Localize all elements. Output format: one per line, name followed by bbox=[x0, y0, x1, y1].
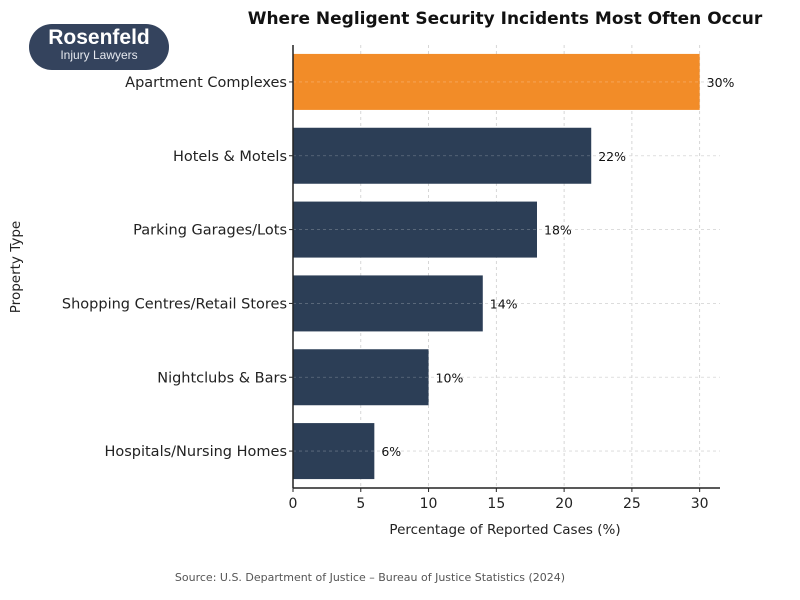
y-tick-label: Hotels & Motels bbox=[173, 149, 287, 165]
y-tick-label: Parking Garages/Lots bbox=[133, 223, 287, 239]
y-tick-label: Shopping Centres/Retail Stores bbox=[62, 296, 287, 312]
bar bbox=[293, 127, 592, 184]
y-tick-label: Hospitals/Nursing Homes bbox=[104, 444, 287, 460]
y-tick-label: Nightclubs & Bars bbox=[157, 370, 287, 386]
bar bbox=[293, 53, 700, 110]
x-tick-label: 25 bbox=[623, 496, 641, 512]
bar bbox=[293, 423, 375, 480]
x-tick-label: 15 bbox=[487, 496, 505, 512]
x-tick-label: 20 bbox=[555, 496, 573, 512]
data-label: 10% bbox=[436, 370, 464, 385]
bar bbox=[293, 349, 429, 406]
data-label: 14% bbox=[490, 296, 518, 311]
x-axis-label: Percentage of Reported Cases (%) bbox=[389, 522, 620, 538]
x-tick-label: 5 bbox=[356, 496, 365, 512]
rosenfeld-logo: Rosenfeld Injury Lawyers bbox=[29, 24, 169, 70]
logo-name: Rosenfeld bbox=[48, 26, 150, 49]
y-tick-label: Apartment Complexes bbox=[125, 75, 287, 91]
bar bbox=[293, 201, 537, 258]
chart-title: Where Negligent Security Incidents Most … bbox=[248, 9, 763, 29]
source-note: Source: U.S. Department of Justice – Bur… bbox=[175, 571, 565, 584]
x-tick-label: 0 bbox=[289, 496, 298, 512]
y-axis-label: Property Type bbox=[8, 221, 24, 313]
bar bbox=[293, 275, 483, 332]
x-tick-label: 10 bbox=[420, 496, 438, 512]
data-label: 6% bbox=[381, 444, 401, 459]
data-label: 18% bbox=[544, 223, 572, 238]
logo-tagline: Injury Lawyers bbox=[60, 48, 138, 62]
data-label: 30% bbox=[707, 75, 735, 90]
x-tick-label: 30 bbox=[691, 496, 709, 512]
data-label: 22% bbox=[598, 149, 626, 164]
